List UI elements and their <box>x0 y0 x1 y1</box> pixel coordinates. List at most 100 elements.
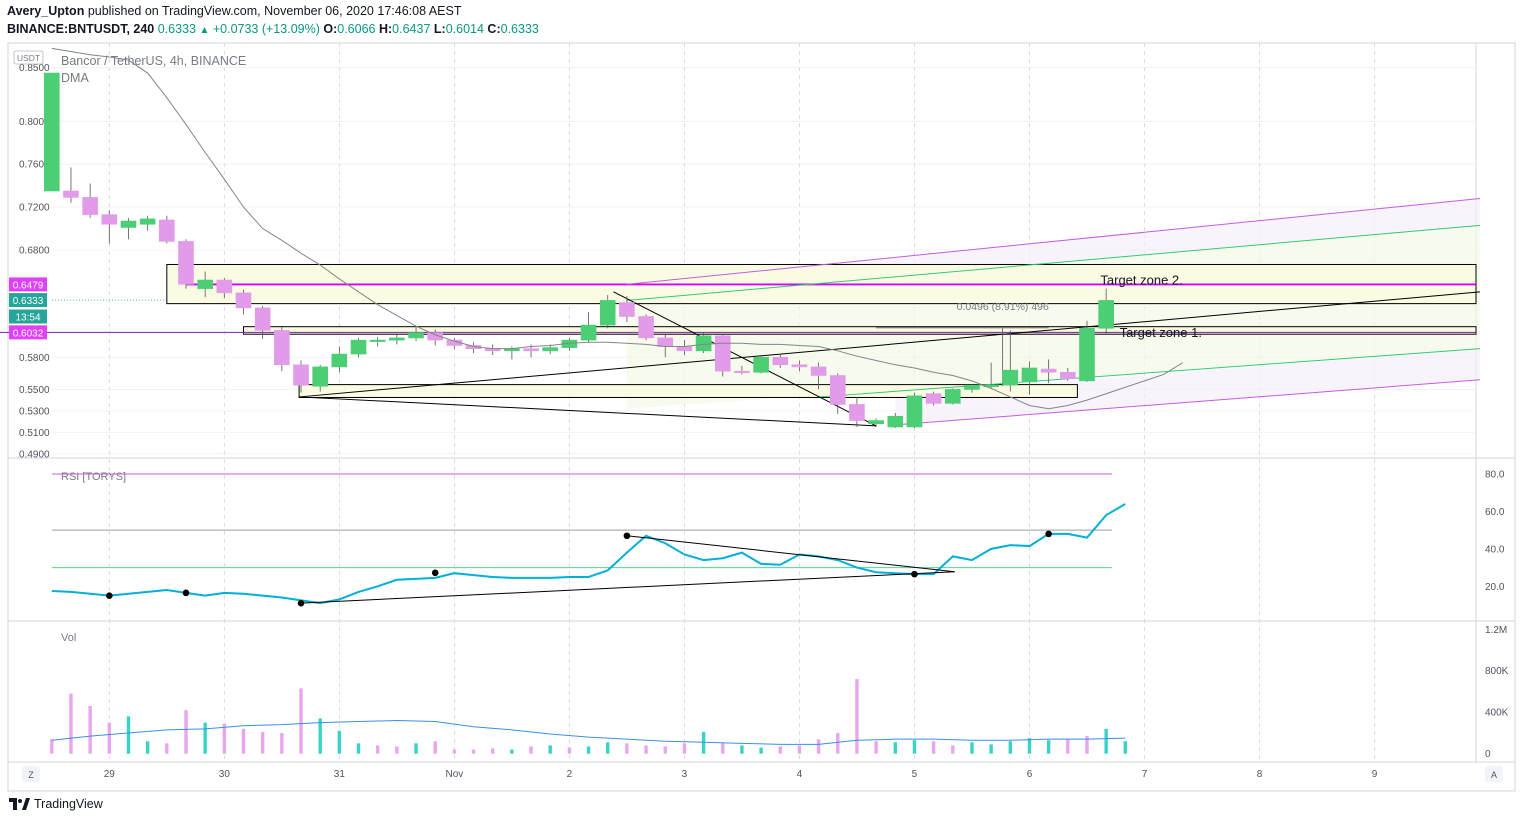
volume-bar <box>337 730 342 754</box>
volume-bar <box>145 741 150 754</box>
time-axis-label: 3 <box>682 769 688 780</box>
volume-bar <box>318 718 322 754</box>
volume-bar <box>625 743 629 754</box>
volume-bar <box>682 743 687 754</box>
rsi-trendline <box>300 571 955 604</box>
price-axis-label: 0.6800 <box>19 246 50 257</box>
volume-axis-label: 0 <box>1485 749 1491 760</box>
rsi-pivot-point <box>911 570 918 578</box>
volume-axis-label: 1.2M <box>1485 625 1507 636</box>
candle-body <box>964 384 980 390</box>
volume-bar <box>299 688 303 754</box>
volume-bar <box>912 740 917 754</box>
volume-bar <box>951 745 955 754</box>
volume-bar <box>260 731 265 754</box>
volume-bar <box>375 745 380 754</box>
candle-body <box>274 330 290 366</box>
time-axis-label: 7 <box>1142 769 1148 780</box>
volume-bar <box>1046 740 1051 754</box>
candle-body <box>1002 369 1019 386</box>
open-value: 0.6066 <box>337 22 376 36</box>
price-axis-label: 0.5800 <box>19 353 50 364</box>
time-axis-label: Nov <box>445 769 463 780</box>
volume-bar <box>491 748 495 754</box>
rsi-pivot-point <box>1045 530 1052 538</box>
volume-bar <box>989 744 993 754</box>
rsi-axis-label: 80.0 <box>1485 469 1505 480</box>
volume-bar <box>874 741 878 754</box>
candle-body <box>408 332 424 339</box>
volume-bar <box>567 747 572 754</box>
dma-line <box>51 47 1184 410</box>
volume-bar <box>970 742 974 754</box>
volume-axis-label: 800K <box>1485 666 1509 677</box>
time-axis-label: 30 <box>219 769 231 780</box>
candle-body <box>772 356 789 366</box>
candle-body <box>944 389 961 404</box>
price-badge-text: 0.6333 <box>13 296 44 307</box>
candle-body <box>235 292 252 309</box>
close-label: C: <box>487 22 501 36</box>
up-arrow-icon: ▲ <box>199 25 210 36</box>
zoom-button <box>22 766 40 782</box>
volume-bar <box>663 746 667 754</box>
volume-bar <box>893 742 897 754</box>
candle-body <box>178 241 194 285</box>
low-label: L: <box>433 22 446 36</box>
candle-body <box>63 190 79 198</box>
candle-body <box>1079 327 1095 382</box>
price-badge-text: 0.6032 <box>13 328 44 339</box>
time-axis-label: 6 <box>1027 769 1033 780</box>
candle-body <box>293 364 309 386</box>
rsi-axis-label: 40.0 <box>1485 544 1505 555</box>
volume-bar <box>414 743 418 754</box>
lower-trendline <box>299 396 877 427</box>
volume-bar <box>721 743 725 754</box>
published-text: published on TradingView.com, November 0… <box>87 4 462 18</box>
price-badge <box>9 277 47 292</box>
chart-canvas[interactable]: 29 30 31 Nov 2 3 4 5 6 7 8 9 0.8500 0.8000 0.7600 0.720… <box>0 0 1521 795</box>
price-badge-text: 13:54 <box>15 312 40 323</box>
volume-bar <box>395 746 399 754</box>
volume-bar <box>241 728 246 754</box>
candle-body <box>810 366 827 376</box>
volume-bar <box>88 706 92 754</box>
volume-bar <box>510 749 514 754</box>
time-axis-label: 9 <box>1372 769 1378 780</box>
price-axis-label: 0.5300 <box>19 406 50 417</box>
rsi-pivot-point <box>182 589 190 597</box>
price-badge <box>9 309 47 324</box>
volume-bar <box>280 732 284 754</box>
volume-ma-line <box>51 720 1126 745</box>
candle-body <box>82 197 98 215</box>
target-zone-label: Target zone 2. <box>1100 272 1182 287</box>
measure-label: 0.0496 (8.91%) 496 <box>957 301 1049 313</box>
rsi-pivot-point <box>431 569 439 577</box>
time-axis-label: 4 <box>797 769 803 780</box>
ascending-trendline <box>299 291 1481 398</box>
volume-bar <box>931 741 936 754</box>
candle-body <box>216 279 233 294</box>
price-axis-label: 0.5100 <box>19 428 50 439</box>
zoom-button-text: Z <box>28 770 34 780</box>
candle-body <box>369 339 386 342</box>
price-axis-label: 0.4900 <box>19 449 50 460</box>
open-label: O: <box>323 22 338 36</box>
target-zone-1-box <box>243 326 1477 335</box>
rsi-line <box>51 503 1126 605</box>
candle-body <box>619 302 635 317</box>
candle-body <box>254 307 271 331</box>
time-axis-label: 5 <box>912 769 918 780</box>
rsi-title: RSI [TORYS] <box>61 471 126 483</box>
candle-body <box>638 316 654 339</box>
rsi-axis-label: 60.0 <box>1485 507 1505 518</box>
time-axis-label: 2 <box>567 769 573 780</box>
candle-body <box>120 220 137 228</box>
candle-body <box>925 393 942 404</box>
fork-green-upper-line <box>626 224 1481 301</box>
volume-bar <box>1066 739 1070 754</box>
high-value: 0.6437 <box>392 22 431 36</box>
footer: TradingView <box>8 797 103 811</box>
candle-body <box>523 348 539 352</box>
volume-bar <box>740 745 744 754</box>
